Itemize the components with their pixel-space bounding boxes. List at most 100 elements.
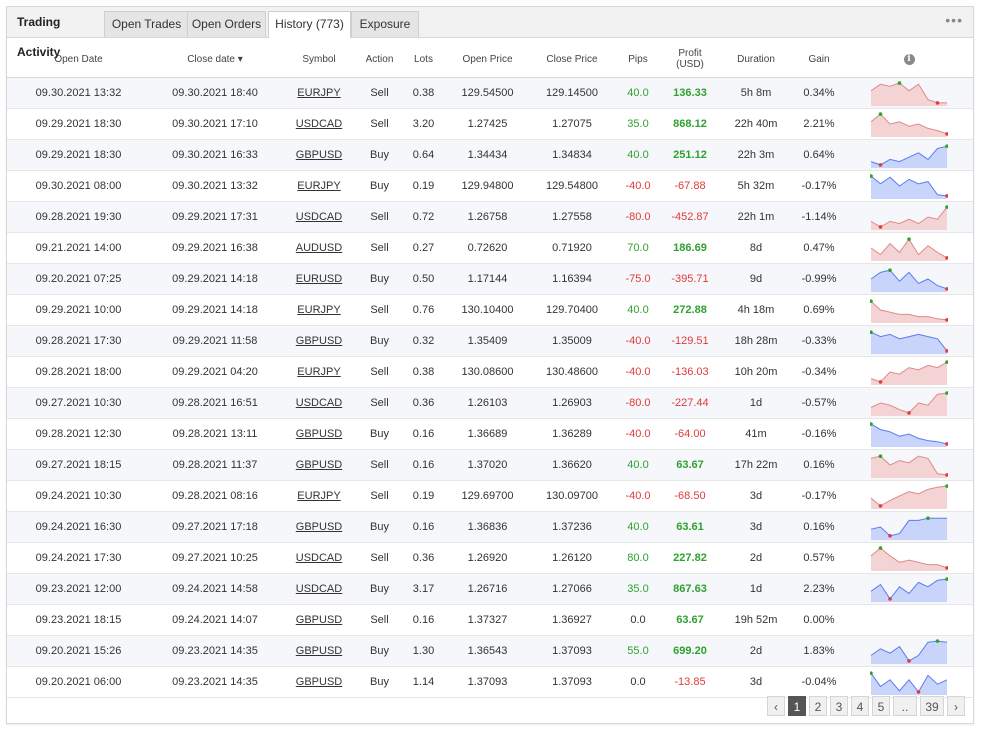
open-date-cell: 09.28.2021 18:00 — [7, 356, 150, 388]
more-options-icon[interactable]: ••• — [945, 12, 963, 28]
tab-exposure[interactable]: Exposure — [351, 11, 419, 37]
col-open-price[interactable]: Open Price — [446, 41, 529, 78]
duration-cell: 17h 22m — [719, 449, 793, 481]
history-table: Open Date Close date ▾ Symbol Action Lot… — [7, 41, 973, 698]
symbol-cell: GBPUSD — [280, 325, 358, 357]
sparkline-max-dot — [870, 299, 873, 303]
col-action[interactable]: Action — [358, 41, 401, 78]
duration-cell: 3d — [719, 511, 793, 543]
profit-cell: 186.69 — [661, 232, 719, 264]
table-row: 09.24.2021 17:30 09.27.2021 10:25 USDCAD Se… — [7, 542, 973, 574]
col-profit[interactable]: Profit (USD) — [661, 41, 719, 78]
lots-cell: 0.19 — [401, 480, 446, 512]
sparkline-chart — [870, 205, 948, 230]
col-lots[interactable]: Lots — [401, 41, 446, 78]
sparkline-chart — [870, 330, 948, 354]
symbol-link[interactable]: EURJPY — [297, 366, 341, 378]
lots-cell: 0.38 — [401, 356, 446, 388]
sparkline-cell — [845, 542, 973, 574]
open-date-cell: 09.24.2021 16:30 — [7, 511, 150, 543]
page-button[interactable]: 1 — [788, 696, 806, 716]
col-symbol[interactable]: Symbol — [280, 41, 358, 78]
action-cell: Buy — [358, 170, 401, 202]
sparkline-cell — [845, 263, 973, 295]
symbol-link[interactable]: EURJPY — [297, 304, 341, 316]
sparkline-line — [870, 485, 948, 507]
col-close-date-label[interactable]: Close date ▾ — [187, 53, 243, 65]
symbol-link[interactable]: USDCAD — [295, 552, 343, 564]
tab-history[interactable]: History (773) — [268, 11, 351, 38]
sparkline-min-dot — [945, 442, 948, 446]
close-price-cell: 1.37236 — [529, 511, 615, 543]
symbol-link[interactable]: AUDUSD — [295, 242, 343, 254]
col-gain[interactable]: Gain — [793, 41, 845, 78]
symbol-cell: EURJPY — [280, 294, 358, 326]
close-date-cell: 09.28.2021 13:11 — [150, 418, 280, 450]
symbol-cell: EURJPY — [280, 356, 358, 388]
page-button[interactable]: 5 — [872, 696, 890, 716]
tab-open-orders[interactable]: Open Orders — [187, 11, 266, 37]
profit-cell: 63.67 — [661, 449, 719, 481]
pips-cell: 40.0 — [615, 449, 661, 481]
col-close-price[interactable]: Close Price — [529, 41, 615, 78]
symbol-link[interactable]: GBPUSD — [295, 428, 343, 440]
page-button[interactable]: 2 — [809, 696, 827, 716]
symbol-link[interactable]: USDCAD — [295, 397, 343, 409]
col-pips[interactable]: Pips — [615, 41, 661, 78]
symbol-link[interactable]: GBPUSD — [295, 676, 343, 688]
page-button[interactable]: .. — [893, 696, 917, 716]
sparkline-min-dot — [878, 163, 883, 167]
duration-cell: 5h 8m — [719, 77, 793, 109]
symbol-link[interactable]: EURUSD — [295, 273, 343, 285]
symbol-link[interactable]: USDCAD — [295, 583, 343, 595]
close-price-cell: 1.36620 — [529, 449, 615, 481]
symbol-link[interactable]: GBPUSD — [295, 614, 343, 626]
symbol-link[interactable]: GBPUSD — [295, 459, 343, 471]
symbol-link[interactable]: EURJPY — [297, 180, 341, 192]
open-date-cell: 09.29.2021 10:00 — [7, 294, 150, 326]
col-duration[interactable]: Duration — [719, 41, 793, 78]
gain-cell: -0.04% — [793, 666, 845, 698]
sparkline-line — [870, 82, 947, 104]
symbol-link[interactable]: USDCAD — [295, 211, 343, 223]
sparkline-min-dot — [878, 504, 883, 508]
page-button[interactable]: 39 — [920, 696, 944, 716]
sparkline-cell — [845, 666, 973, 698]
lots-cell: 0.72 — [401, 201, 446, 233]
sparkline-area — [871, 641, 947, 664]
open-price-cell: 1.37020 — [446, 449, 529, 481]
action-cell: Buy — [358, 573, 401, 605]
sparkline-area — [871, 301, 947, 323]
page-button[interactable]: 3 — [830, 696, 848, 716]
close-price-cell: 1.36289 — [529, 418, 615, 450]
col-close-date[interactable]: Close date ▾ — [150, 41, 280, 78]
open-price-cell: 1.36543 — [446, 635, 529, 667]
table-header-row: Open Date Close date ▾ Symbol Action Lot… — [7, 41, 973, 78]
profit-cell: 272.88 — [661, 294, 719, 326]
table-row: 09.29.2021 10:00 09.29.2021 14:18 EURJPY Se… — [7, 294, 973, 326]
sparkline-cell — [845, 77, 973, 109]
symbol-cell: USDCAD — [280, 573, 358, 605]
symbol-link[interactable]: GBPUSD — [295, 521, 343, 533]
symbol-link[interactable]: GBPUSD — [295, 335, 343, 347]
prev-page-button[interactable]: ‹ — [767, 696, 785, 716]
table-row: 09.28.2021 19:30 09.29.2021 17:31 USDCAD Se… — [7, 201, 973, 233]
page-button[interactable]: 4 — [851, 696, 869, 716]
tab-open-trades[interactable]: Open Trades — [104, 11, 189, 37]
profit-cell: -13.85 — [661, 666, 719, 698]
col-open-date[interactable]: Open Date — [7, 41, 150, 78]
symbol-link[interactable]: EURJPY — [297, 490, 341, 502]
symbol-link[interactable]: GBPUSD — [295, 645, 343, 657]
symbol-link[interactable]: USDCAD — [295, 118, 343, 130]
open-price-cell: 1.34434 — [446, 139, 529, 171]
gain-cell: 0.16% — [793, 511, 845, 543]
next-page-button[interactable]: › — [947, 696, 965, 716]
lots-cell: 0.76 — [401, 294, 446, 326]
sparkline-min-dot — [888, 597, 892, 601]
sparkline-min-dot — [945, 132, 948, 136]
pips-cell: 40.0 — [615, 294, 661, 326]
symbol-cell: USDCAD — [280, 201, 358, 233]
symbol-link[interactable]: GBPUSD — [295, 149, 343, 161]
symbol-link[interactable]: EURJPY — [297, 87, 341, 99]
info-icon[interactable]: i — [903, 54, 915, 65]
